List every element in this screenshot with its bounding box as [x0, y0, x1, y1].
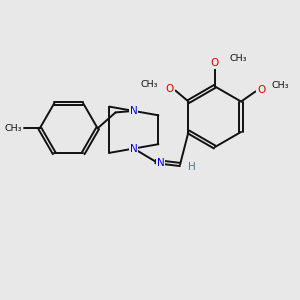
Text: CH₃: CH₃	[5, 124, 22, 133]
Text: N: N	[157, 158, 165, 168]
Text: CH₃: CH₃	[272, 81, 289, 90]
Text: O: O	[166, 84, 174, 94]
Text: N: N	[130, 106, 138, 116]
Text: CH₃: CH₃	[141, 80, 158, 89]
Text: O: O	[257, 85, 265, 95]
Text: O: O	[211, 58, 219, 68]
Text: CH₃: CH₃	[229, 54, 247, 63]
Text: N: N	[130, 144, 138, 154]
Text: H: H	[188, 162, 196, 172]
